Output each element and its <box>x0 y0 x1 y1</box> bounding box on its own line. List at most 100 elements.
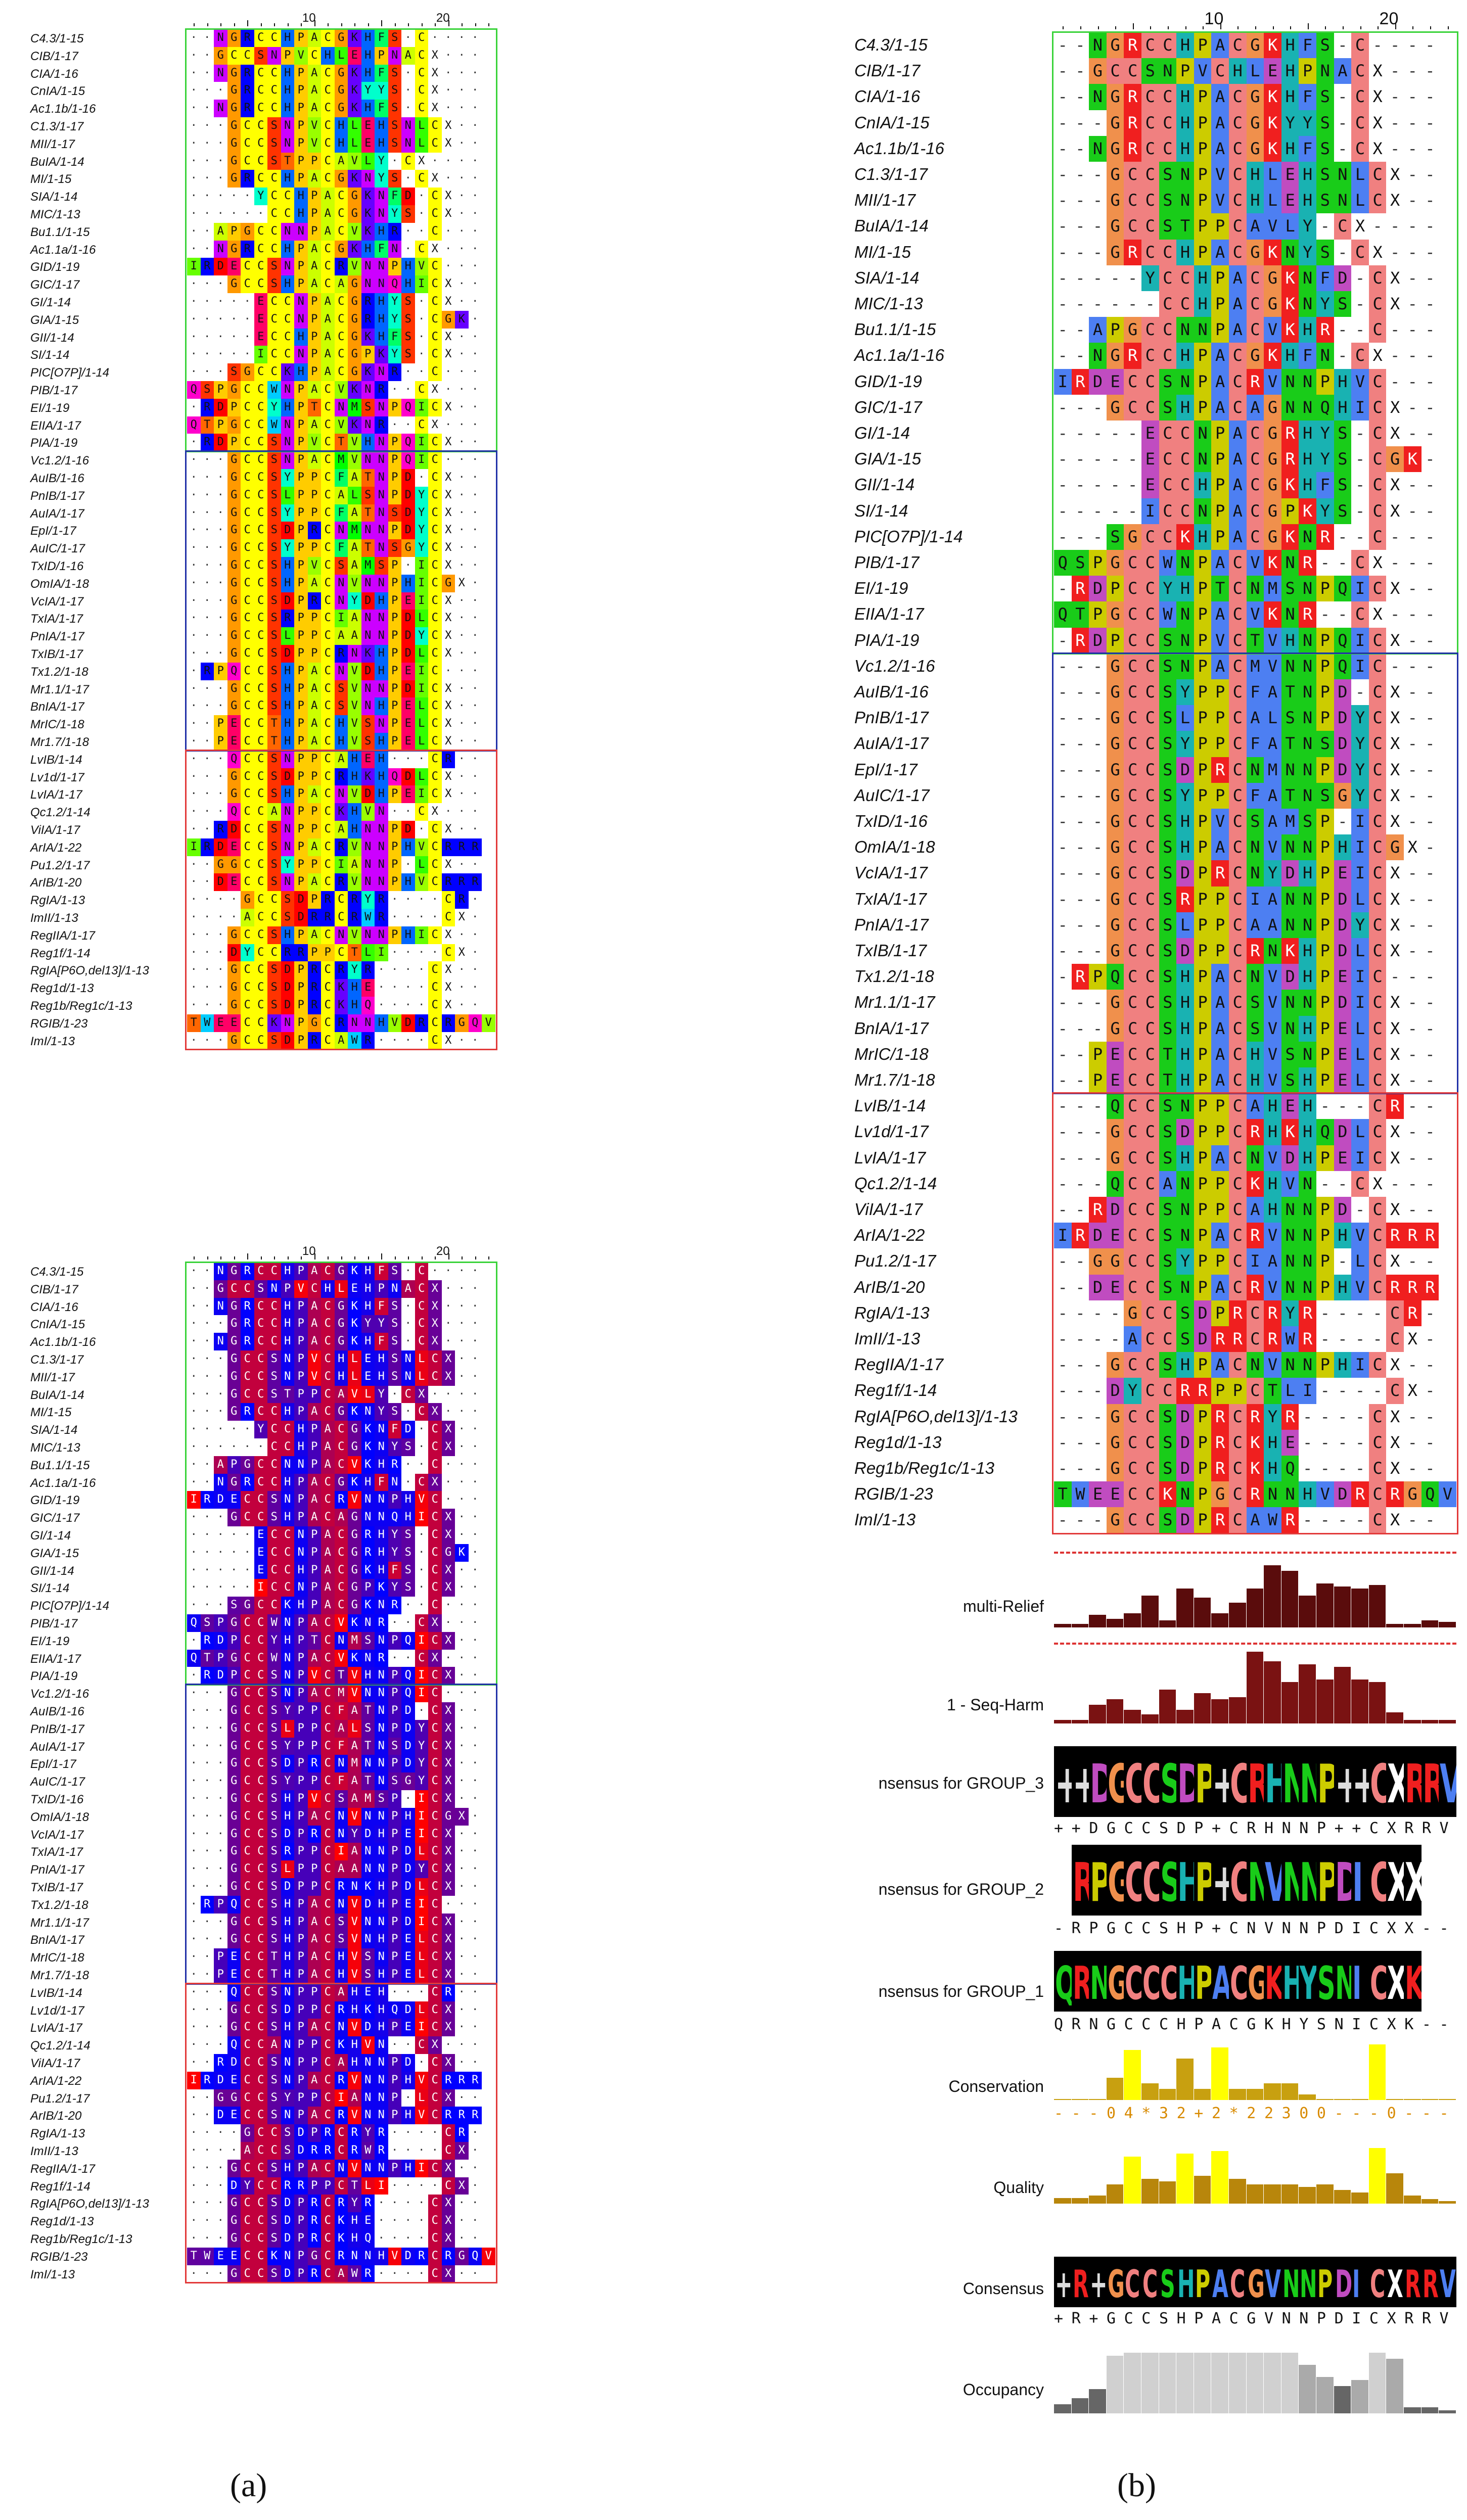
logo-g3-column: X <box>1386 1746 1404 1817</box>
sequence-label: ArIB/1-20 <box>30 2109 82 2123</box>
residue-cell: C <box>428 205 442 223</box>
ruler-tick-mark <box>1325 26 1326 29</box>
residue-cell: · <box>458 119 465 132</box>
residue-cell: C <box>321 170 335 188</box>
residue-cell: P <box>294 64 308 82</box>
residue-cell: A <box>321 205 335 223</box>
logo-g3-column: G <box>1106 1746 1124 1817</box>
ruler-tick-mark <box>1237 26 1239 29</box>
sequence-label: BnIA/1-17 <box>30 1933 84 1947</box>
conservation-bar <box>1316 2099 1334 2100</box>
logo-g2-letter: P <box>1090 1852 1107 1914</box>
sequence-label: PnIB/1-17 <box>30 489 84 503</box>
residue-cell: R <box>241 82 254 100</box>
residue-cell: P <box>294 152 308 170</box>
sequence-label: ImII/1-13 <box>854 1329 921 1348</box>
logo-consensus-letter: A <box>1212 2262 1229 2306</box>
residue-cell: P <box>294 134 308 153</box>
residue-cell: C <box>254 64 267 82</box>
consensus-g1-seq: QRNGCCCHPACGKHYSNICXK-- <box>1054 2016 1457 2033</box>
logo-g1-letter: C <box>1370 1957 1387 2010</box>
occupancy-bar <box>1124 2353 1141 2413</box>
sequence-label: AuIB/1-16 <box>854 682 929 701</box>
multi-relief-bar <box>1421 1620 1439 1627</box>
sequence-label: PnIA/1-17 <box>854 915 929 934</box>
logo-g3-letter: G <box>1108 1753 1124 1815</box>
residue-cell: · <box>190 66 197 79</box>
residue-cell: V <box>307 134 321 153</box>
ruler-tick-mark <box>354 23 356 26</box>
ruler-tick-mark <box>301 23 302 26</box>
residue-cell: · <box>472 172 479 185</box>
logo-consensus-letter: C <box>1230 2262 1246 2306</box>
logo-g3-column: + <box>1211 1746 1229 1817</box>
sequence-label: BnIA/1-17 <box>30 700 84 714</box>
ruler-tick-mark <box>435 23 436 26</box>
sequence-label: LvIB/1-14 <box>30 1986 82 2000</box>
residue-cell: C <box>428 188 442 205</box>
sequence-label: TxIB/1-17 <box>854 941 927 960</box>
residue-cell: C <box>281 188 294 205</box>
sequence-label: Reg1b/Reg1c/1-13 <box>854 1459 995 1477</box>
residue-cell: S <box>388 82 401 100</box>
logo-g3-letter: R <box>1248 1753 1264 1815</box>
sequence-label: C4.3/1-15 <box>30 32 84 45</box>
sequence-label: LvIB/1-14 <box>30 753 82 767</box>
sequence-label: MI/1-15 <box>30 172 72 186</box>
residue-cell: · <box>418 207 425 220</box>
residue-cell: X <box>415 152 428 170</box>
logo-consensus-letter: V <box>1440 2262 1456 2306</box>
residue-cell: X <box>441 117 455 135</box>
logo-g1-letter: R <box>1073 1957 1089 2010</box>
ruler-tick-mark <box>1307 23 1309 29</box>
logo-g3-column: P <box>1194 1746 1212 1817</box>
consensus-seq: +R+GCCSHPACGVNNPDICXRRV <box>1054 2310 1457 2327</box>
seq-harm-bar <box>1264 1661 1281 1723</box>
sequence-label: GID/1-19 <box>30 1494 80 1508</box>
logo-g1-column: A <box>1211 1951 1229 2012</box>
residue-cell: C <box>415 29 428 47</box>
residue-cell: H <box>334 117 348 135</box>
quality-bar <box>1334 2189 1351 2204</box>
residue-cell: · <box>458 154 465 167</box>
residue-cell: · <box>190 119 197 132</box>
residue-cell: F <box>375 100 388 117</box>
residue-cell: G <box>227 134 241 153</box>
ruler-tick-mark <box>1150 26 1152 29</box>
logo-consensus-letter: P <box>1317 2262 1333 2306</box>
residue-cell: C <box>415 170 428 188</box>
residue-cell: · <box>431 31 438 44</box>
ruler-tick-mark <box>1395 23 1396 29</box>
logo-g3-letter: + <box>1212 1753 1229 1815</box>
logo-g1-letter: X <box>1387 1957 1404 2010</box>
logo-consensus-letter: D <box>1335 2262 1352 2306</box>
logo-g1-column: K <box>1264 1951 1281 2012</box>
residue-cell: N <box>267 46 281 65</box>
residue-cell: X <box>441 134 455 153</box>
track-label-occupancy: Occupancy <box>962 2381 1044 2399</box>
logo-g1-column: C <box>1368 1951 1387 2012</box>
logo-g1-letter: Q <box>1055 1957 1072 2010</box>
residue-cell: · <box>244 190 251 203</box>
sequence-label: CIA/1-16 <box>30 67 78 81</box>
sequence-label: BnIA/1-17 <box>854 1018 929 1038</box>
logo-g3-column: C <box>1124 1746 1141 1817</box>
residue-cell: S <box>388 100 401 117</box>
sequence-label: ArIB/1-20 <box>30 876 82 890</box>
residue-cell: C <box>321 64 335 82</box>
logo-g1-column: H <box>1281 1951 1299 2012</box>
logo-g2-column: X <box>1404 1845 1422 1916</box>
logo-g1-letter: N <box>1090 1957 1107 2010</box>
ruler-tick-mark <box>462 23 463 26</box>
ruler-tick-mark <box>1080 26 1081 29</box>
residue-cell: A <box>334 152 348 170</box>
residue-cell: · <box>190 49 197 62</box>
sequence-label: Mr1.1/1-17 <box>30 682 89 696</box>
residue-cell: · <box>445 102 452 115</box>
logo-consensus-column: C <box>1229 2257 1247 2307</box>
ruler-tick-mark <box>328 23 329 26</box>
logo-consensus-column: N <box>1299 2257 1316 2307</box>
sequence-label: GIC/1-17 <box>30 278 80 292</box>
residue-cell: C <box>267 188 281 205</box>
sequence-label: SIA/1-14 <box>30 1423 78 1437</box>
